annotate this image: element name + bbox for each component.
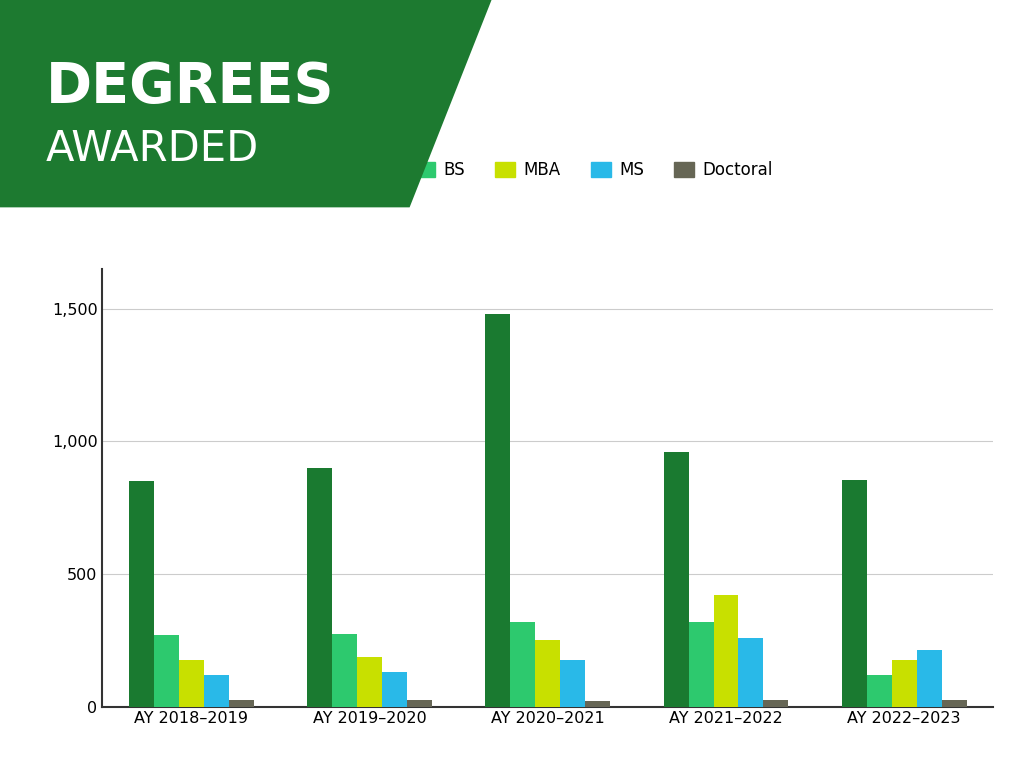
Bar	[307, 468, 332, 707]
Text: DEGREES: DEGREES	[46, 60, 335, 114]
Bar	[916, 650, 942, 707]
Bar	[204, 675, 229, 707]
Legend: BBA, BS, MBA, MS, Doctoral: BBA, BS, MBA, MS, Doctoral	[316, 154, 779, 186]
Bar	[714, 595, 738, 707]
Bar	[738, 637, 764, 707]
Bar	[586, 701, 610, 707]
Bar	[842, 480, 866, 707]
Bar	[892, 660, 916, 707]
Bar	[129, 481, 154, 707]
Bar	[485, 314, 510, 707]
Bar	[942, 700, 967, 707]
Bar	[560, 660, 586, 707]
Bar	[664, 452, 688, 707]
Bar	[408, 700, 432, 707]
Bar	[382, 672, 408, 707]
Text: AWARDED: AWARDED	[46, 128, 259, 170]
Bar	[688, 621, 714, 707]
Bar	[332, 634, 357, 707]
Bar	[154, 635, 179, 707]
Bar	[229, 700, 254, 707]
Bar	[764, 700, 788, 707]
Bar	[179, 660, 204, 707]
Bar	[357, 657, 382, 707]
Bar	[510, 621, 536, 707]
Bar	[866, 675, 892, 707]
Bar	[536, 641, 560, 707]
